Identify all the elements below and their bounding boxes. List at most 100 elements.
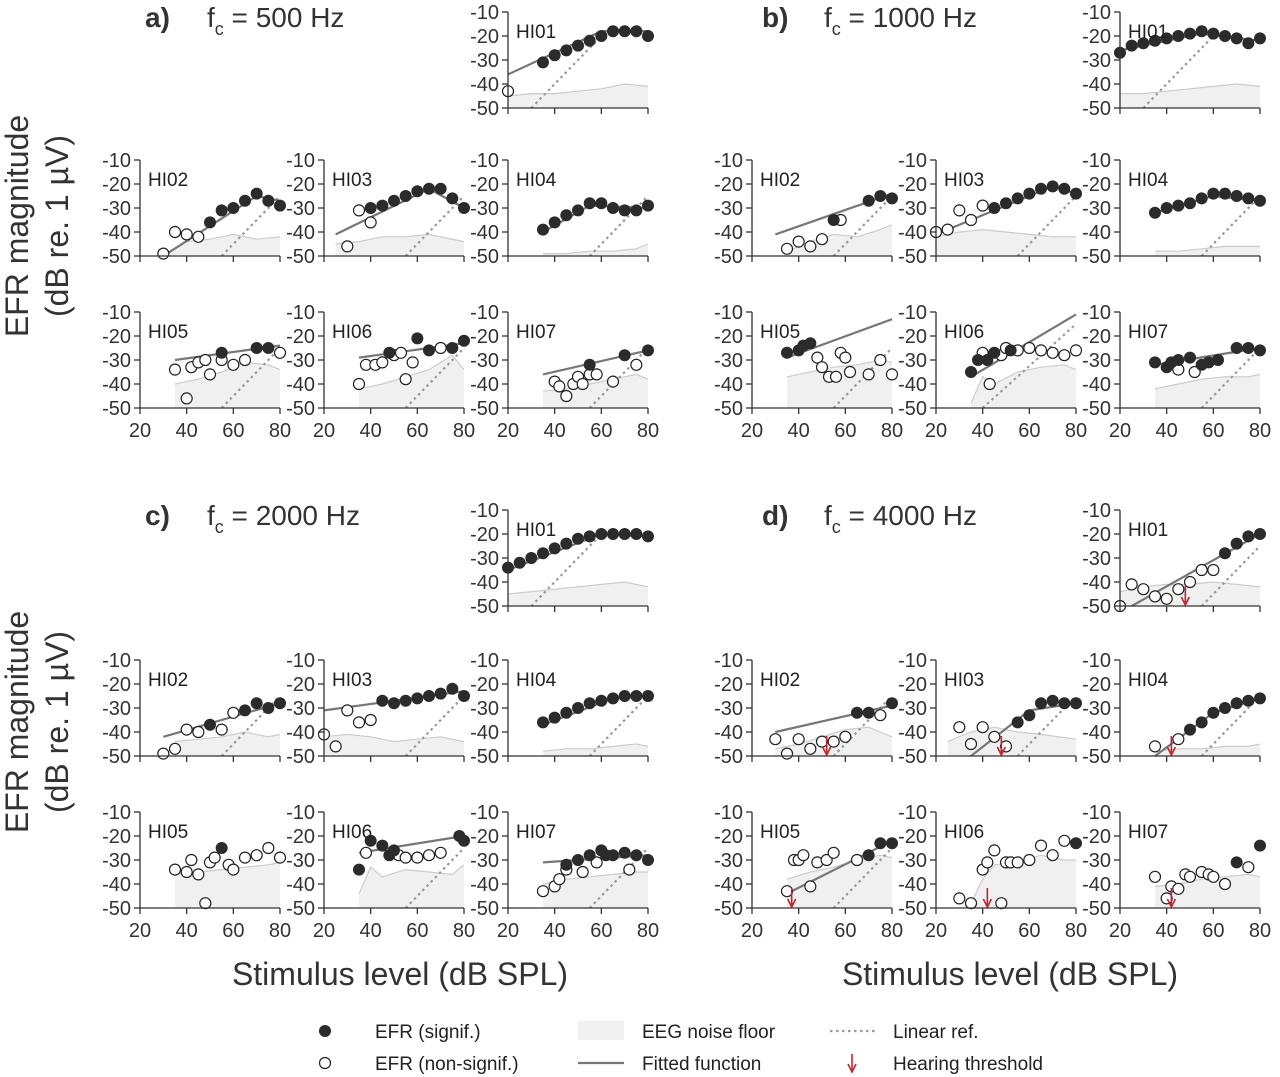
efr-sig-point — [630, 25, 643, 38]
efr-sig-point — [353, 863, 365, 876]
noise-floor-area — [163, 234, 280, 256]
fc-value: = 4000 Hz — [841, 500, 977, 531]
efr-nonsig-point — [434, 341, 447, 355]
y-tick-label: -20 — [714, 174, 743, 196]
efr-sig-point — [618, 846, 631, 859]
noise-floor-line — [1120, 83, 1261, 95]
y-tick-label: -30 — [470, 548, 499, 570]
efr-nonsig-point — [988, 730, 1001, 743]
efr-sig-point — [560, 706, 573, 719]
subject-label: HI07 — [516, 322, 556, 343]
efr-sig-point — [1035, 697, 1047, 710]
noise-floor-line — [1155, 245, 1260, 252]
y-tick-label: -30 — [102, 698, 131, 720]
efr-sig-point — [1070, 697, 1082, 710]
efr-nonsig-point — [262, 841, 275, 855]
x-tick-label: 80 — [637, 920, 659, 942]
efr-nonsig-point — [792, 235, 805, 248]
y-tick-label: -30 — [714, 198, 743, 220]
efr-sig-point — [886, 837, 898, 850]
efr-nonsig-point — [1172, 882, 1185, 895]
efr-nonsig-point — [376, 356, 389, 369]
y-tick-label: -10 — [1082, 500, 1111, 522]
y-tick-label: -20 — [898, 674, 927, 696]
y-tick-label: -30 — [898, 198, 927, 220]
noise-floor-line — [542, 743, 649, 752]
efr-sig-point — [537, 223, 549, 236]
y-tick-label: -30 — [1082, 850, 1111, 872]
panel-label: c) — [145, 500, 170, 531]
efr-nonsig-point — [1034, 839, 1048, 852]
y-tick-label: -20 — [1082, 174, 1111, 196]
efr-sig-point — [1160, 202, 1173, 214]
linear-ref-line — [1200, 347, 1261, 409]
subject-label: HI03 — [332, 170, 372, 191]
efr-sig-point — [262, 194, 275, 207]
efr-sig-point — [595, 694, 608, 707]
efr-sig-point — [1254, 344, 1266, 357]
efr-nonsig-point — [780, 747, 794, 760]
fc-subscript: c — [832, 19, 841, 39]
y-tick-label: -30 — [1082, 50, 1111, 72]
efr-sig-point — [1254, 528, 1266, 540]
y-tick-label: -30 — [898, 850, 927, 872]
subject-label: HI06 — [332, 322, 372, 343]
x-tick-label: 60 — [1202, 420, 1224, 442]
panels-group: a) fc = 500 Hz -10-20-30-40-50HI01-10-20-3… — [102, 2, 1271, 942]
efr-sig-point — [607, 25, 619, 38]
efr-nonsig-point — [560, 389, 573, 403]
subplot-hi03: -10-20-30-40-50 HI03 — [898, 150, 1082, 268]
efr-sig-point — [1230, 32, 1243, 45]
fitted-function-line — [970, 313, 1077, 378]
fitted-function-line — [358, 834, 465, 854]
y-tick-label: -20 — [470, 826, 499, 848]
fc-label: fc = 4000 Hz — [824, 500, 977, 537]
y-tick-label: -40 — [470, 722, 499, 744]
efr-sig-point — [458, 834, 470, 847]
efr-sig-point — [630, 528, 643, 540]
x-tick-label: 60 — [406, 420, 428, 442]
efr-nonsig-point — [227, 863, 240, 876]
y-tick-label: -40 — [286, 222, 315, 244]
x-tick-label: 20 — [129, 920, 151, 942]
panel-3: c) fc = 2000 Hz -10-20-30-40-50HI01-10-20-… — [102, 500, 659, 942]
y-tick-label: -40 — [714, 374, 743, 396]
y-tick-label: -30 — [102, 850, 131, 872]
efr-nonsig-point — [850, 853, 864, 867]
y-tick-label: -20 — [714, 326, 743, 348]
efr-nonsig-point — [364, 216, 377, 229]
efr-nonsig-point — [273, 346, 287, 359]
subject-label: HI03 — [944, 170, 984, 191]
efr-nonsig-point — [434, 846, 447, 859]
fc-prefix: f — [824, 2, 832, 33]
efr-nonsig-point — [576, 865, 589, 879]
efr-nonsig-point — [630, 358, 643, 371]
y-tick-label: -40 — [1082, 374, 1111, 396]
efr-nonsig-point — [1195, 563, 1208, 577]
efr-sig-point — [548, 542, 561, 555]
y-tick-label: -50 — [1082, 98, 1111, 120]
noise-floor-line — [323, 733, 465, 743]
fitted-function-line — [775, 704, 893, 734]
subplot-hi04: -10-20-30-40-50 HI04 — [470, 150, 654, 268]
legend-noise-label: EEG noise floor — [642, 1022, 776, 1043]
y-tick-label: -40 — [1082, 74, 1111, 96]
y-tick-label: -10 — [1082, 802, 1111, 824]
x-tick-label: 80 — [1249, 420, 1271, 442]
efr-nonsig-point — [180, 392, 193, 405]
noise-floor-line — [775, 726, 893, 750]
x-tick-label: 40 — [360, 920, 382, 942]
efr-nonsig-point — [827, 846, 840, 859]
y-tick-label: -50 — [470, 596, 499, 618]
efr-sig-point — [376, 199, 389, 212]
subject-label: HI07 — [516, 822, 556, 843]
y-tick-label: -40 — [470, 222, 499, 244]
efr-sig-point — [642, 690, 654, 702]
efr-sig-point — [595, 528, 608, 540]
y-tick-label: -30 — [898, 350, 927, 372]
efr-nonsig-point — [1172, 733, 1185, 746]
noise-floor-area — [508, 84, 648, 108]
efr-sig-point — [642, 854, 654, 866]
efr-sig-point — [1202, 356, 1215, 369]
